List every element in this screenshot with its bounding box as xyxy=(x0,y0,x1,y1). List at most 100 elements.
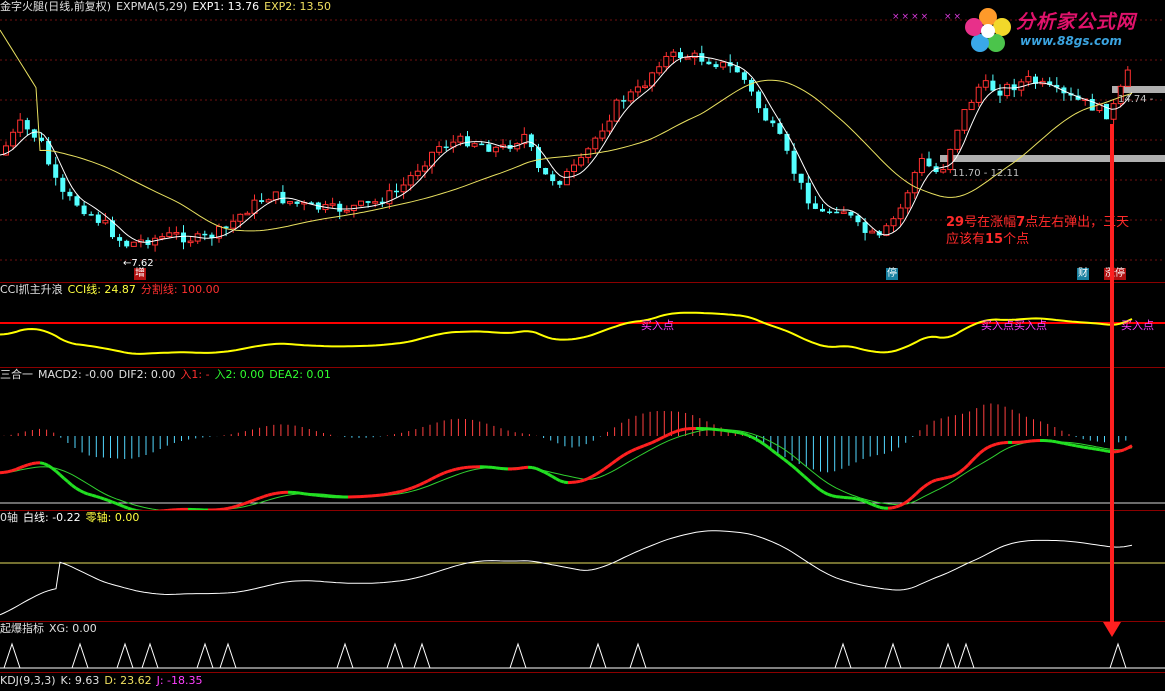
zero-axis-chart[interactable] xyxy=(0,511,1165,621)
price-pane[interactable]: 金字火腿(日线,前复权) EXPMA(5,29) EXP1: 13.76 EXP2: … xyxy=(0,0,1165,282)
dif-line-segment xyxy=(259,495,265,500)
candle-body-down xyxy=(67,191,73,197)
candle-body-up xyxy=(578,156,585,166)
dif-line-segment xyxy=(111,500,117,505)
dif-line-segment xyxy=(3,470,9,474)
tag-zeng: 增 xyxy=(134,268,146,280)
dif-line-segment xyxy=(427,477,433,483)
dif-line-segment xyxy=(663,433,669,439)
price-chart[interactable] xyxy=(0,0,1165,282)
dif-line-segment xyxy=(619,453,625,459)
candle-body-up xyxy=(961,109,968,131)
dif-line-segment xyxy=(239,502,245,507)
dif-line-segment xyxy=(251,497,257,503)
candle-body-down xyxy=(756,91,762,109)
candle-body-down xyxy=(777,123,783,134)
kdj-pane[interactable]: KDJ(9,3,3) K: 9.63 D: 23.62 J: -18.35 xyxy=(0,673,1165,691)
dif-line-segment xyxy=(1123,446,1129,452)
dif-line-segment xyxy=(267,492,273,497)
candle-body-down xyxy=(990,80,996,91)
candle-body-up xyxy=(918,157,925,174)
flower-logo-icon xyxy=(965,8,1011,52)
dif-line-segment xyxy=(431,475,437,481)
candle-body-up xyxy=(592,137,599,150)
candle-body-down xyxy=(202,233,208,236)
dif-line-segment xyxy=(931,478,937,484)
burst-signal-triangle xyxy=(939,642,957,669)
candle-body-up xyxy=(230,220,237,229)
price-range-bar xyxy=(1112,86,1165,93)
candle-body-up xyxy=(1117,85,1124,105)
candle-body-down xyxy=(706,61,712,65)
candle-body-down xyxy=(479,143,485,146)
pane-separator xyxy=(0,672,1165,673)
dif-line-segment xyxy=(655,437,661,443)
buy-point-2: 买入点买入点 xyxy=(981,319,1047,332)
candle-body-down xyxy=(763,108,769,121)
dif-line-segment xyxy=(635,445,641,451)
dif-line-segment xyxy=(54,470,62,476)
dif-line-segment xyxy=(1027,439,1033,443)
dif-line-segment xyxy=(383,492,389,497)
dif-line-segment xyxy=(243,500,249,506)
dif-line-segment xyxy=(631,447,637,453)
dif-line-segment xyxy=(551,474,557,480)
dif-line-segment xyxy=(611,459,617,465)
zero-pane-header: 0轴 白线: -0.22 零轴: 0.00 xyxy=(0,511,144,525)
dif-line-segment xyxy=(299,491,305,496)
candle-body-down xyxy=(1089,99,1095,111)
dif-line-segment xyxy=(19,464,25,470)
dif-line-segment xyxy=(27,462,33,467)
cci-chart[interactable] xyxy=(0,283,1165,367)
dif-line-segment xyxy=(751,435,757,441)
candle-body-up xyxy=(287,201,293,204)
candle-body-down xyxy=(557,181,563,185)
dif-line-segment xyxy=(223,506,229,510)
dif-line-segment xyxy=(555,477,561,483)
dif-line-segment xyxy=(791,464,797,471)
dif-line-segment xyxy=(83,491,89,496)
candle-body-up xyxy=(1096,103,1103,112)
candle-body-down xyxy=(465,136,470,147)
candle-body-down xyxy=(280,191,286,204)
macd-chart[interactable] xyxy=(0,368,1165,510)
dif-line-segment xyxy=(1067,442,1073,447)
candle-body-down xyxy=(848,211,854,216)
zero-axis-pane[interactable]: 0轴 白线: -0.22 零轴: 0.00 xyxy=(0,511,1165,621)
range-label: 11.70 - 12.11 xyxy=(952,168,1020,179)
candle-body-down xyxy=(1011,84,1017,91)
candle-body-down xyxy=(223,226,229,229)
candle-body-down xyxy=(88,214,94,216)
burst-pane[interactable]: 起爆指标 XG: 0.00 xyxy=(0,622,1165,672)
candle-body-up xyxy=(634,86,641,93)
candle-body-down xyxy=(543,168,549,175)
dif-line-segment xyxy=(447,468,453,473)
candle-body-down xyxy=(926,158,932,167)
candle-body-up xyxy=(720,61,727,68)
dif-line-segment xyxy=(123,505,129,510)
cci-pane[interactable]: CCI抓主升浪 CCI线: 24.87 分割线: 100.00 买入点 买入点买入点… xyxy=(0,283,1165,367)
candle-body-up xyxy=(10,131,17,147)
candle-body-up xyxy=(975,86,982,103)
candle-body-up xyxy=(3,145,9,156)
candle-body-up xyxy=(173,232,180,235)
burst-chart[interactable] xyxy=(0,622,1165,672)
macd-pane[interactable]: 三合一 MACD2: -0.00 DIF2: 0.00 入1: - 入2: 0.00 DE… xyxy=(0,368,1165,510)
candle-body-up xyxy=(642,85,648,88)
dif-line-segment xyxy=(59,473,65,480)
candle-body-down xyxy=(812,203,818,209)
x-marks-left: ×××× xyxy=(892,12,931,22)
candle-body-down xyxy=(528,134,534,148)
dif-line-segment xyxy=(407,486,413,491)
candle-body-up xyxy=(492,146,499,153)
candle-body-down xyxy=(855,215,861,223)
dif-line-segment xyxy=(51,466,57,473)
candle-body-up xyxy=(237,213,244,222)
dif-line-segment xyxy=(867,501,873,506)
dif-line-segment xyxy=(811,482,817,488)
candle-body-up xyxy=(400,184,407,193)
dif-line-segment xyxy=(871,502,877,508)
candle-body-up xyxy=(571,164,577,173)
candle-body-up xyxy=(947,148,954,171)
dif-line-segment xyxy=(79,489,85,494)
